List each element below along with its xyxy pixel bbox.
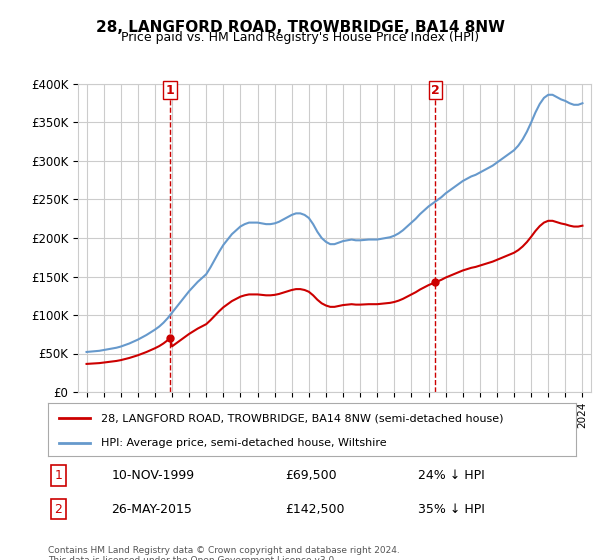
Text: 24% ↓ HPI: 24% ↓ HPI	[418, 469, 484, 482]
Text: HPI: Average price, semi-detached house, Wiltshire: HPI: Average price, semi-detached house,…	[101, 438, 386, 448]
Text: 1: 1	[165, 84, 174, 97]
Text: £69,500: £69,500	[286, 469, 337, 482]
Text: 26-MAY-2015: 26-MAY-2015	[112, 503, 192, 516]
Text: £142,500: £142,500	[286, 503, 345, 516]
Text: 2: 2	[431, 84, 440, 97]
Text: 28, LANGFORD ROAD, TROWBRIDGE, BA14 8NW (semi-detached house): 28, LANGFORD ROAD, TROWBRIDGE, BA14 8NW …	[101, 413, 503, 423]
Text: 35% ↓ HPI: 35% ↓ HPI	[418, 503, 484, 516]
Text: Price paid vs. HM Land Registry's House Price Index (HPI): Price paid vs. HM Land Registry's House …	[121, 31, 479, 44]
Text: 28, LANGFORD ROAD, TROWBRIDGE, BA14 8NW: 28, LANGFORD ROAD, TROWBRIDGE, BA14 8NW	[95, 20, 505, 35]
Text: Contains HM Land Registry data © Crown copyright and database right 2024.
This d: Contains HM Land Registry data © Crown c…	[48, 546, 400, 560]
Text: 1: 1	[55, 469, 62, 482]
Text: 10-NOV-1999: 10-NOV-1999	[112, 469, 194, 482]
Text: 2: 2	[55, 503, 62, 516]
